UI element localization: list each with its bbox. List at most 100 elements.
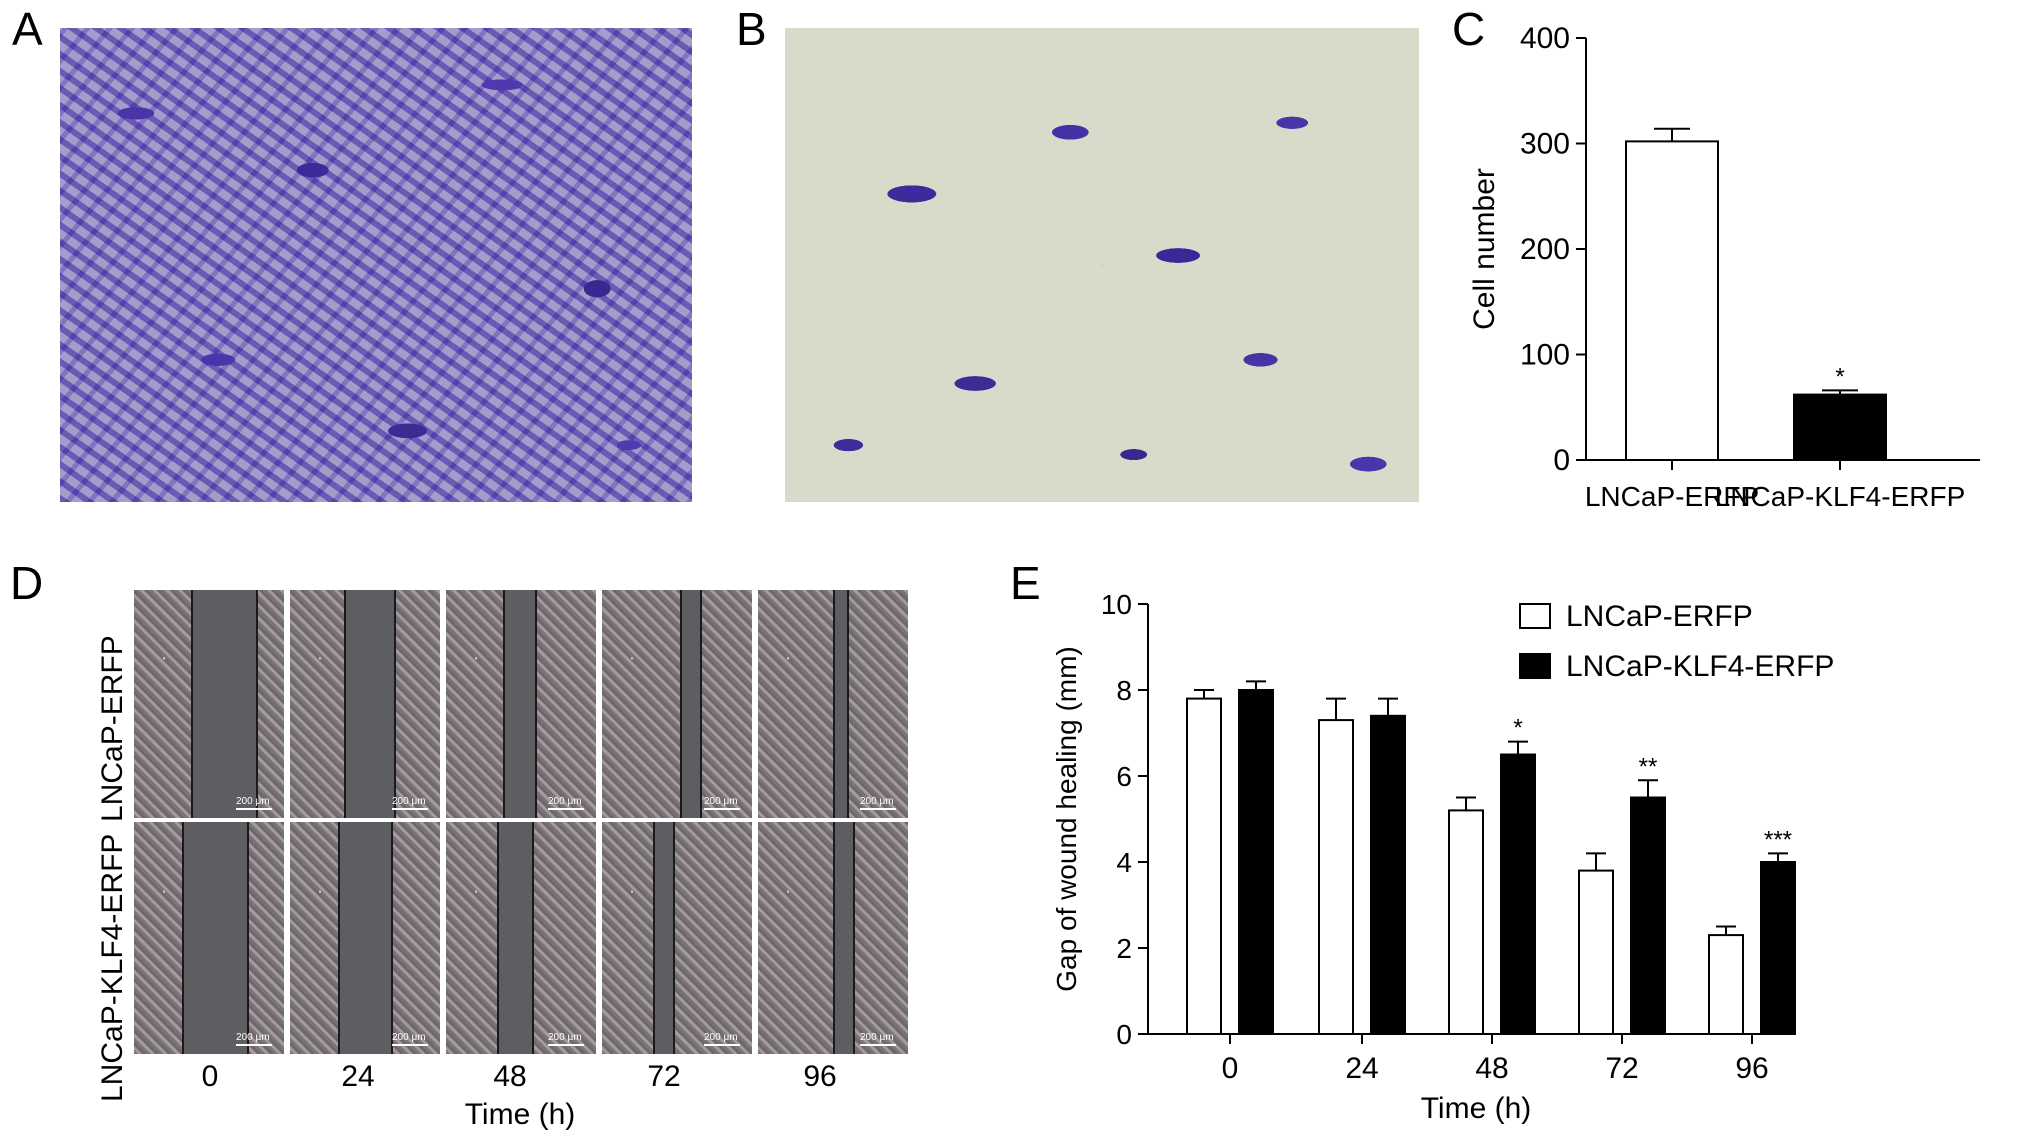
- chart-e: 0 24 6 8 10 Gap of wound healing (mm) Time (h)…: [1051, 589, 1834, 1125]
- y-tick-label: 0: [1553, 444, 1570, 477]
- time-label-72: 72: [647, 1060, 681, 1093]
- bar: [1708, 934, 1744, 1036]
- scale-bar-label: 200 μm: [860, 1032, 894, 1043]
- scale-bar-line: [860, 808, 896, 810]
- x-tick-label: 96: [1735, 1052, 1768, 1085]
- time-label-24: 24: [341, 1060, 375, 1093]
- scale-bar: 200 μm: [860, 796, 896, 810]
- y-tick-label: 200: [1520, 233, 1570, 266]
- wound-gap: [680, 590, 702, 818]
- wound-gap: [833, 590, 849, 818]
- scale-bar: 200 μm: [548, 1032, 584, 1046]
- scale-bar: 200 μm: [860, 1032, 896, 1046]
- x-tick-label: 0: [1222, 1052, 1239, 1085]
- y-tick-label: 100: [1520, 339, 1570, 372]
- legend-swatch: [1519, 653, 1551, 679]
- y-tick-label: 0: [1116, 1019, 1132, 1050]
- bar: [1578, 869, 1614, 1035]
- scale-bar-label: 200 μm: [548, 1032, 582, 1043]
- y-tick-label: 10: [1101, 589, 1132, 620]
- scale-bar: 200 μm: [392, 796, 428, 810]
- chart-c: 0 100 200 300 400 Cell number LNCaP-ERFPLNCaP-…: [1468, 22, 1980, 512]
- scale-bar-line: [548, 808, 584, 810]
- legend-swatch: [1519, 603, 1551, 629]
- x-tick-label: 48: [1475, 1052, 1508, 1085]
- panel-letter-c: C: [1452, 3, 1486, 55]
- y-tick-label: 8: [1116, 675, 1132, 706]
- scale-bar-line: [704, 1044, 740, 1046]
- significance-marker: *: [1835, 363, 1844, 390]
- scale-bar: 200 μm: [236, 1032, 272, 1046]
- x-tick-label: 72: [1605, 1052, 1638, 1085]
- significance-marker: *: [1513, 715, 1522, 742]
- wound-gap: [338, 822, 393, 1054]
- scale-bar-line: [392, 1044, 428, 1046]
- y-axis-label: Gap of wound healing (mm): [1051, 646, 1082, 992]
- scale-bar-line: [704, 808, 740, 810]
- scale-bar-label: 200 μm: [860, 796, 894, 807]
- scale-bar-line: [548, 1044, 584, 1046]
- legend-label: LNCaP-KLF4-ERFP: [1566, 650, 1834, 683]
- micrograph-a: [60, 28, 692, 502]
- y-tick-label: 400: [1520, 22, 1570, 55]
- bar: [1760, 861, 1796, 1035]
- wound-gap: [344, 590, 396, 818]
- bar: [1630, 796, 1666, 1035]
- time-label-96: 96: [803, 1060, 837, 1093]
- panel-letter-d: D: [10, 557, 44, 609]
- scale-bar-label: 200 μm: [548, 796, 582, 807]
- scale-bar-label: 200 μm: [236, 796, 270, 807]
- time-label-0: 0: [201, 1060, 219, 1093]
- row-label-klf4: LNCaP-KLF4-ERFP: [96, 833, 129, 1102]
- x-tick-label: 24: [1345, 1052, 1378, 1085]
- significance-marker: **: [1639, 753, 1658, 780]
- scale-bar: 200 μm: [704, 1032, 740, 1046]
- bar: [1186, 697, 1222, 1035]
- scale-bar-label: 200 μm: [704, 796, 738, 807]
- x-tick-label: LNCaP-ERFP: [1585, 481, 1759, 512]
- scale-bar: 200 μm: [392, 1032, 428, 1046]
- bar: [1793, 393, 1887, 461]
- panel-letter-a: A: [12, 3, 43, 55]
- y-tick-label: 6: [1116, 761, 1132, 792]
- scale-bar-line: [236, 1044, 272, 1046]
- wound-image: 200 μm: [602, 822, 752, 1054]
- row-label-erfp: LNCaP-ERFP: [96, 635, 129, 822]
- scale-bar-label: 200 μm: [236, 1032, 270, 1043]
- wound-gap: [497, 822, 534, 1054]
- legend-label: LNCaP-ERFP: [1566, 600, 1753, 633]
- bar: [1448, 809, 1484, 1035]
- scale-bar-line: [392, 808, 428, 810]
- significance-marker: ***: [1764, 826, 1792, 853]
- wound-image: 200 μm: [134, 590, 284, 818]
- wound-image: 200 μm: [758, 822, 908, 1054]
- x-axis-label-d: Time (h): [464, 1098, 576, 1131]
- wound-image: 200 μm: [290, 590, 440, 818]
- scale-bar-label: 200 μm: [392, 1032, 426, 1043]
- y-tick-label: 4: [1116, 847, 1132, 878]
- x-tick-label: LNCaP-KLF4-ERFP: [1715, 481, 1966, 512]
- wound-image: 200 μm: [134, 822, 284, 1054]
- wound-image: 200 μm: [446, 590, 596, 818]
- wound-gap: [833, 822, 855, 1054]
- x-axis-label: Time (h): [1421, 1092, 1532, 1125]
- scale-bar-line: [860, 1044, 896, 1046]
- bar: [1318, 719, 1354, 1035]
- panel-letter-b: B: [736, 3, 767, 55]
- micrograph-b: [785, 28, 1419, 502]
- wound-gap: [182, 822, 249, 1054]
- bar: [1500, 753, 1536, 1035]
- scale-bar-label: 200 μm: [704, 1032, 738, 1043]
- y-tick-label: 300: [1520, 128, 1570, 161]
- wound-image: 200 μm: [602, 590, 752, 818]
- panel-letter-e: E: [1010, 557, 1041, 609]
- wound-gap: [503, 590, 537, 818]
- scale-bar: 200 μm: [548, 796, 584, 810]
- wound-gap: [653, 822, 675, 1054]
- bar: [1370, 714, 1406, 1036]
- scale-bar: 200 μm: [236, 796, 272, 810]
- scale-bar-line: [236, 808, 272, 810]
- wound-image: 200 μm: [446, 822, 596, 1054]
- bar: [1625, 140, 1719, 461]
- scale-bar: 200 μm: [704, 796, 740, 810]
